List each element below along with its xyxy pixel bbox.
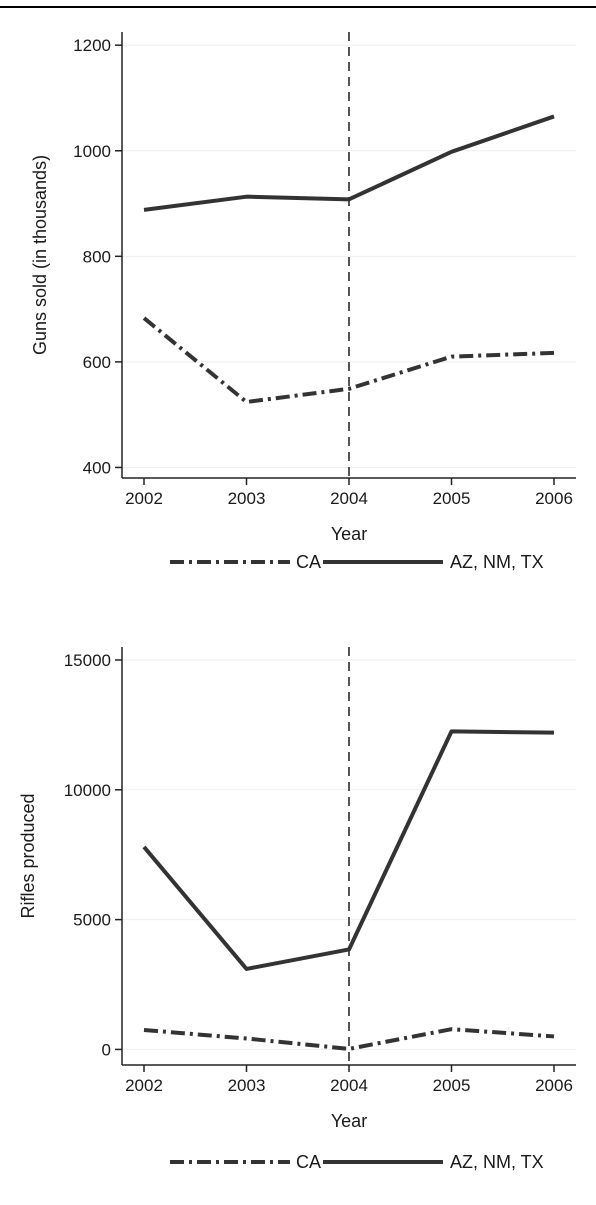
series-line-ca [142, 316, 555, 404]
y-tick-label: 400 [83, 458, 111, 477]
y-tick-label: 600 [83, 353, 111, 372]
x-tick-label: 2006 [535, 1076, 573, 1095]
legend-label-ca: CA [296, 1152, 321, 1172]
x-tick-label: 2006 [535, 489, 573, 508]
x-tick-label: 2004 [330, 1076, 368, 1095]
y-axis-title: Guns sold (in thousands) [30, 155, 50, 355]
legend-label-az-nm-tx: AZ, NM, TX [450, 552, 544, 572]
x-tick-label: 2002 [125, 489, 163, 508]
x-tick-label: 2003 [228, 489, 266, 508]
x-tick-label: 2003 [228, 1076, 266, 1095]
x-tick-label: 2005 [433, 1076, 471, 1095]
y-tick-label: 1000 [73, 142, 111, 161]
legend-label-ca: CA [296, 552, 321, 572]
legend: CA AZ, NM, TX [170, 552, 544, 572]
legend: CA AZ, NM, TX [170, 1152, 544, 1172]
y-axis-title: Rifles produced [18, 793, 38, 918]
x-tick-label: 2002 [125, 1076, 163, 1095]
series-line-ca [143, 1027, 555, 1051]
y-tick-label: 800 [83, 247, 111, 266]
rifles-produced-chart: 0 5000 10000 15000 2002 2003 2004 2005 2006 Yea… [18, 647, 576, 1172]
x-tick-label: 2004 [330, 489, 368, 508]
y-tick-label: 5000 [73, 911, 111, 930]
guns-sold-chart: 400 600 800 1000 1200 2002 2003 2004 2005 2006 Y… [30, 32, 576, 572]
y-tick-label: 1200 [73, 36, 111, 55]
legend-label-az-nm-tx: AZ, NM, TX [450, 1152, 544, 1172]
series-line-az-nm-tx [142, 729, 555, 971]
y-tick-label: 15000 [64, 651, 111, 670]
y-tick-label: 0 [102, 1040, 111, 1059]
x-tick-label: 2005 [433, 489, 471, 508]
y-tick-label: 10000 [64, 781, 111, 800]
top-rule [0, 6, 596, 8]
x-axis-title: Year [331, 524, 367, 544]
x-axis-title: Year [331, 1111, 367, 1131]
series-line-az-nm-tx [143, 114, 555, 212]
